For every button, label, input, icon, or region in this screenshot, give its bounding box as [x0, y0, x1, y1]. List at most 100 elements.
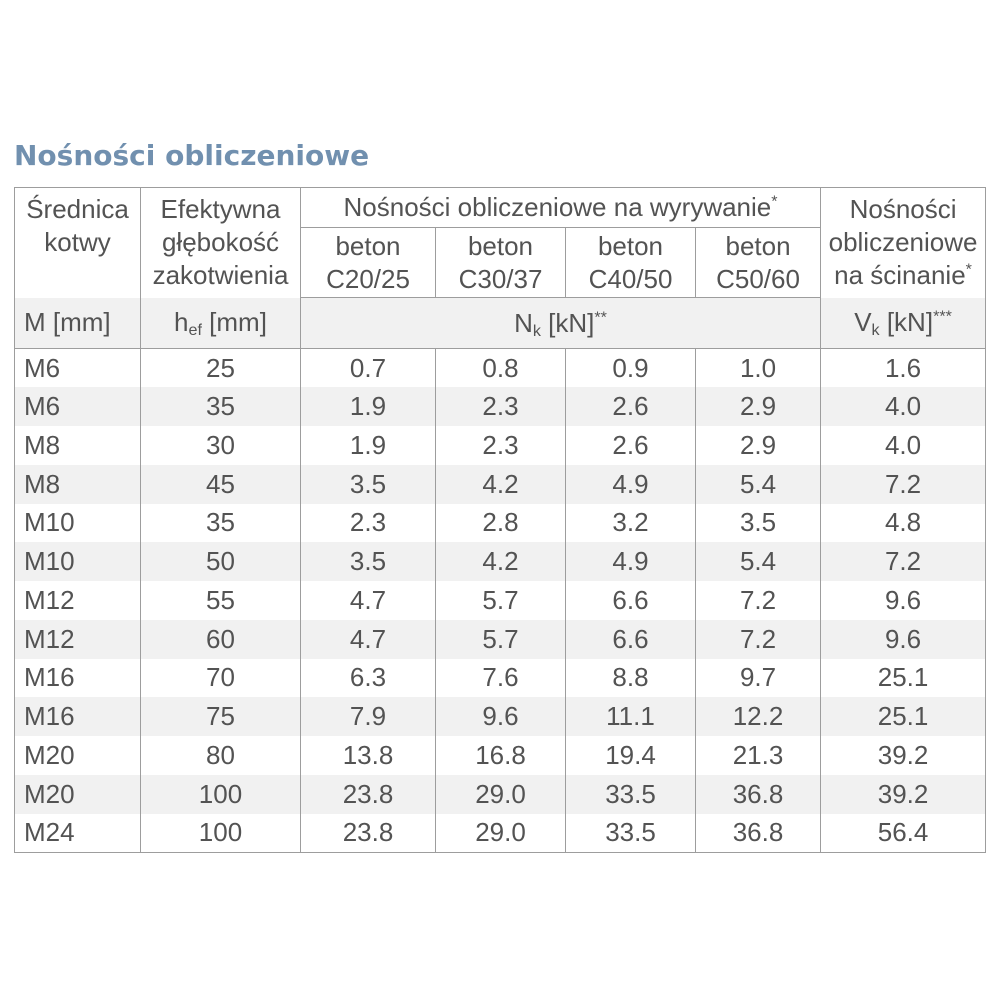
cell-anchor-size: M16 — [14, 658, 141, 698]
cell-vk-shear: 4.0 — [820, 387, 986, 426]
header-shear-line1: Nośności — [849, 194, 957, 224]
cell-nk-c50-60: 36.8 — [694, 813, 821, 853]
cell-vk-shear: 7.2 — [820, 542, 986, 581]
cell-nk-c40-50: 4.9 — [565, 542, 696, 581]
table-header: Średnica kotwy Efektywna głębokość zakot… — [14, 187, 986, 349]
cell-anchor-size: M20 — [14, 736, 141, 775]
header-row-concrete-classes: beton C20/25 beton C30/37 beton C40/50 b… — [15, 227, 986, 298]
shear-footnote-mark: * — [965, 260, 972, 279]
cell-anchor-size: M6 — [14, 387, 141, 426]
header-beton-c20-25: beton C20/25 — [300, 227, 436, 298]
cell-nk-c50-60: 21.3 — [694, 736, 821, 775]
table-row: M6 25 0.7 0.8 0.9 1.0 1.6 — [14, 348, 986, 388]
cell-anchor-size: M12 — [14, 581, 141, 620]
cell-nk-c50-60: 1.0 — [694, 348, 821, 388]
table-row: M10 35 2.3 2.8 3.2 3.5 4.8 — [14, 503, 986, 543]
table-row: M16 75 7.9 9.6 11.1 12.2 25.1 — [14, 697, 986, 736]
cell-vk-shear: 25.1 — [820, 697, 986, 736]
header-shear-capacity: Nośności obliczeniowe na ścinanie* — [820, 187, 986, 298]
cell-nk-c50-60: 2.9 — [694, 387, 821, 426]
cell-nk-c30-37: 0.8 — [435, 348, 566, 388]
cell-effective-depth: 60 — [140, 619, 301, 659]
cell-effective-depth: 35 — [140, 387, 301, 426]
section-title: Nośności obliczeniowe — [14, 139, 370, 172]
cell-nk-c40-50: 6.6 — [565, 581, 696, 620]
cell-anchor-size: M8 — [14, 426, 141, 465]
cell-effective-depth: 30 — [140, 426, 301, 465]
unit-depth-unit: [mm] — [201, 307, 267, 338]
cell-anchor-size: M6 — [14, 348, 141, 388]
unit-depth-subscript: ef — [188, 321, 202, 340]
cell-anchor-size: M10 — [14, 542, 141, 581]
cell-nk-c30-37: 2.3 — [435, 426, 566, 465]
table-row: M10 50 3.5 4.2 4.9 5.4 7.2 — [14, 542, 986, 581]
cell-nk-c20-25: 3.5 — [300, 542, 436, 581]
beton-class: C40/50 — [588, 263, 673, 294]
cell-effective-depth: 45 — [140, 464, 301, 504]
cell-nk-c40-50: 2.6 — [565, 387, 696, 426]
cell-nk-c30-37: 29.0 — [435, 813, 566, 853]
cell-nk-c40-50: 2.6 — [565, 426, 696, 465]
cell-effective-depth: 75 — [140, 697, 301, 736]
unit-nk-unit: [kN] — [540, 307, 595, 338]
unit-vk: Vk [kN]*** — [820, 297, 986, 349]
cell-vk-shear: 9.6 — [820, 581, 986, 620]
cell-nk-c30-37: 4.2 — [435, 542, 566, 581]
beton-class: C20/25 — [326, 263, 410, 294]
cell-nk-c20-25: 1.9 — [300, 426, 436, 465]
cell-anchor-size: M10 — [14, 503, 141, 543]
cell-nk-c50-60: 36.8 — [694, 774, 821, 814]
beton-label: beton — [467, 230, 534, 261]
cell-nk-c40-50: 19.4 — [565, 736, 696, 775]
header-depth-line1: Efektywna — [160, 194, 281, 224]
cell-nk-c20-25: 13.8 — [300, 736, 436, 775]
unit-nk-footnote-mark: ** — [594, 307, 607, 326]
table-row: M20 100 23.8 29.0 33.5 36.8 39.2 — [14, 774, 986, 814]
header-depth-line3: zakotwienia — [152, 260, 289, 290]
cell-nk-c40-50: 33.5 — [565, 774, 696, 814]
cell-nk-c20-25: 0.7 — [300, 348, 436, 388]
cell-nk-c50-60: 3.5 — [694, 503, 821, 543]
cell-nk-c30-37: 16.8 — [435, 736, 566, 775]
beton-label: beton — [597, 230, 664, 261]
header-anchor-diameter: Średnica kotwy — [14, 187, 141, 298]
unit-vk-footnote-mark: *** — [933, 307, 952, 326]
pullout-group-footnote-mark: * — [771, 192, 778, 211]
cell-vk-shear: 4.8 — [820, 503, 986, 543]
cell-nk-c50-60: 7.2 — [694, 619, 821, 659]
header-shear-line2: obliczeniowe — [828, 227, 978, 257]
cell-nk-c40-50: 8.8 — [565, 658, 696, 698]
cell-vk-shear: 7.2 — [820, 464, 986, 504]
cell-nk-c20-25: 23.8 — [300, 813, 436, 853]
header-anchor-line2: kotwy — [44, 227, 111, 257]
beton-class: C30/37 — [458, 263, 543, 294]
capacity-table: Średnica kotwy Efektywna głębokość zakot… — [14, 187, 987, 853]
header-row-groups: Średnica kotwy Efektywna głębokość zakot… — [14, 187, 986, 298]
cell-nk-c20-25: 3.5 — [300, 464, 436, 504]
table-row: M12 55 4.7 5.7 6.6 7.2 9.6 — [14, 581, 986, 620]
table-row: M8 30 1.9 2.3 2.6 2.9 4.0 — [14, 426, 986, 465]
cell-effective-depth: 100 — [140, 813, 301, 853]
cell-nk-c50-60: 9.7 — [694, 658, 821, 698]
unit-depth-symbol: h — [174, 307, 189, 338]
cell-vk-shear: 4.0 — [820, 426, 986, 465]
header-effective-depth: Efektywna głębokość zakotwienia — [140, 187, 301, 298]
cell-nk-c20-25: 7.9 — [300, 697, 436, 736]
cell-nk-c20-25: 23.8 — [300, 774, 436, 814]
beton-label: beton — [335, 230, 401, 261]
cell-nk-c20-25: 4.7 — [300, 581, 436, 620]
table-row: M20 80 13.8 16.8 19.4 21.3 39.2 — [14, 736, 986, 775]
cell-anchor-size: M8 — [14, 464, 141, 504]
table-row: M6 35 1.9 2.3 2.6 2.9 4.0 — [14, 387, 986, 426]
cell-nk-c40-50: 33.5 — [565, 813, 696, 853]
cell-nk-c50-60: 5.4 — [694, 464, 821, 504]
cell-nk-c50-60: 12.2 — [694, 697, 821, 736]
cell-nk-c50-60: 7.2 — [694, 581, 821, 620]
cell-nk-c40-50: 6.6 — [565, 619, 696, 659]
unit-nk-subscript: k — [532, 321, 541, 340]
cell-anchor-size: M12 — [14, 619, 141, 659]
header-pullout-group: Nośności obliczeniowe na wyrywanie* — [299, 187, 821, 228]
cell-nk-c40-50: 11.1 — [565, 697, 696, 736]
cell-effective-depth: 80 — [140, 736, 301, 775]
cell-effective-depth: 35 — [140, 503, 301, 543]
